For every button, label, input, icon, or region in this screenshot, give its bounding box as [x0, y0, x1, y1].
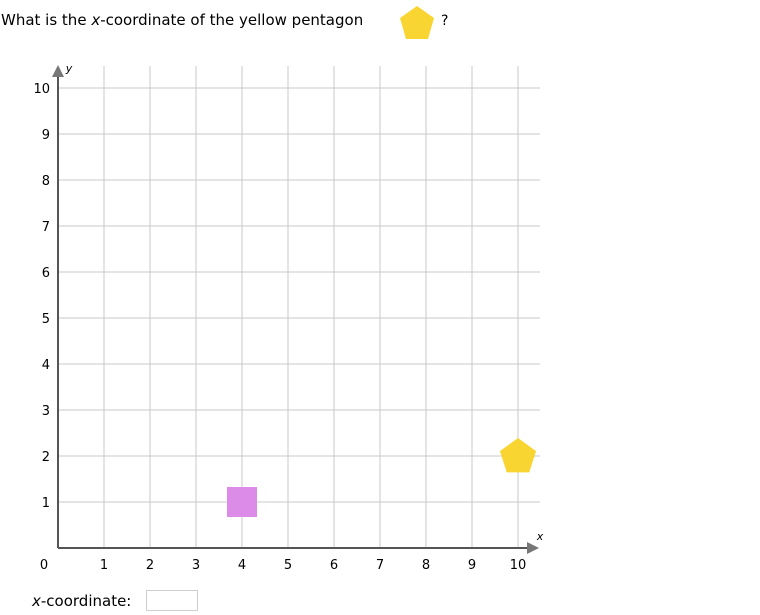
x-axis-arrow	[527, 542, 539, 554]
y-tick-label: 5	[42, 312, 50, 327]
question-text: What is the x-coordinate of the yellow p…	[1, 10, 363, 30]
x-coordinate-input[interactable]	[146, 590, 198, 611]
yellow-pentagon	[499, 438, 537, 473]
x-tick-label: 6	[330, 558, 338, 573]
answer-variable: x	[32, 592, 41, 610]
y-tick-label: 10	[33, 82, 50, 97]
y-tick-label: 1	[42, 496, 50, 511]
x-tick-label: 9	[468, 558, 476, 573]
x-tick-label: 0	[40, 558, 48, 573]
y-tick-label: 3	[42, 404, 50, 419]
question-prefix: What is the	[1, 11, 92, 29]
purple-square	[227, 487, 257, 517]
x-tick-label: 1	[100, 558, 108, 573]
x-tick-label: 4	[238, 558, 246, 573]
x-tick-label: 5	[284, 558, 292, 573]
y-tick-label: 7	[42, 220, 50, 235]
x-tick-label: 10	[510, 558, 527, 573]
x-tick-label: 7	[376, 558, 384, 573]
question-suffix: -coordinate of the yellow pentagon	[100, 11, 364, 29]
x-axis-label: x	[536, 530, 544, 543]
yellow-pentagon-icon	[400, 6, 434, 39]
answer-label: x-coordinate:	[32, 590, 131, 612]
answer-label-suffix: -coordinate:	[40, 592, 132, 610]
y-tick-label: 2	[42, 450, 50, 465]
x-tick-label: 3	[192, 558, 200, 573]
y-tick-label: 9	[42, 128, 50, 143]
y-tick-label: 8	[42, 174, 50, 189]
question-variable: x	[91, 11, 101, 29]
coordinate-plane: x y 0 1 2 3 4 5 6 7 8 9 10 1 2 3 4 5 6 7 8 9 10	[33, 62, 544, 573]
question-mark: ?	[441, 13, 449, 29]
y-axis-label: y	[65, 62, 73, 75]
y-tick-label: 4	[42, 358, 50, 373]
x-tick-label: 8	[422, 558, 430, 573]
y-tick-label: 6	[42, 266, 50, 281]
y-axis-arrow	[52, 65, 64, 77]
x-tick-label: 2	[146, 558, 154, 573]
